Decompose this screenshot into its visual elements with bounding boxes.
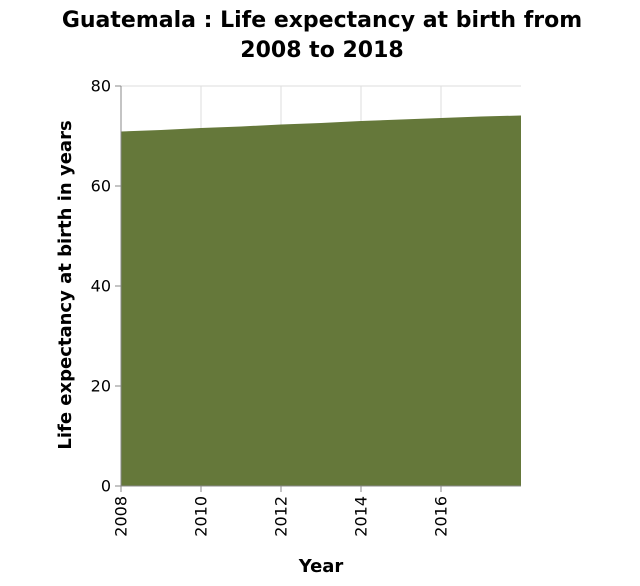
y-tick-label-80: 80: [91, 77, 111, 96]
x-axis-label: Year: [298, 556, 344, 577]
y-tick-label-20: 20: [91, 377, 111, 396]
x-tick-label-2008: 2008: [112, 496, 131, 537]
x-tick-label-2016: 2016: [432, 496, 451, 537]
chart-title-line-1: Guatemala : Life expectancy at birth fro…: [62, 8, 582, 33]
x-tick-label-2010: 2010: [192, 496, 211, 537]
x-tick-label-2012: 2012: [272, 496, 291, 537]
y-tick-label-60: 60: [91, 177, 111, 196]
chart-title-line-2: 2008 to 2018: [240, 38, 403, 63]
y-tick-label-40: 40: [91, 277, 111, 296]
y-axis-ticks: 0 20 40 60 80: [91, 77, 121, 496]
x-axis-ticks: 2008 2010 2012 2014 2016: [112, 486, 451, 537]
y-tick-label-0: 0: [101, 477, 111, 496]
x-tick-label-2014: 2014: [352, 496, 371, 537]
y-axis-label: Life expectancy at birth in years: [55, 120, 76, 449]
area-series: [121, 115, 521, 486]
